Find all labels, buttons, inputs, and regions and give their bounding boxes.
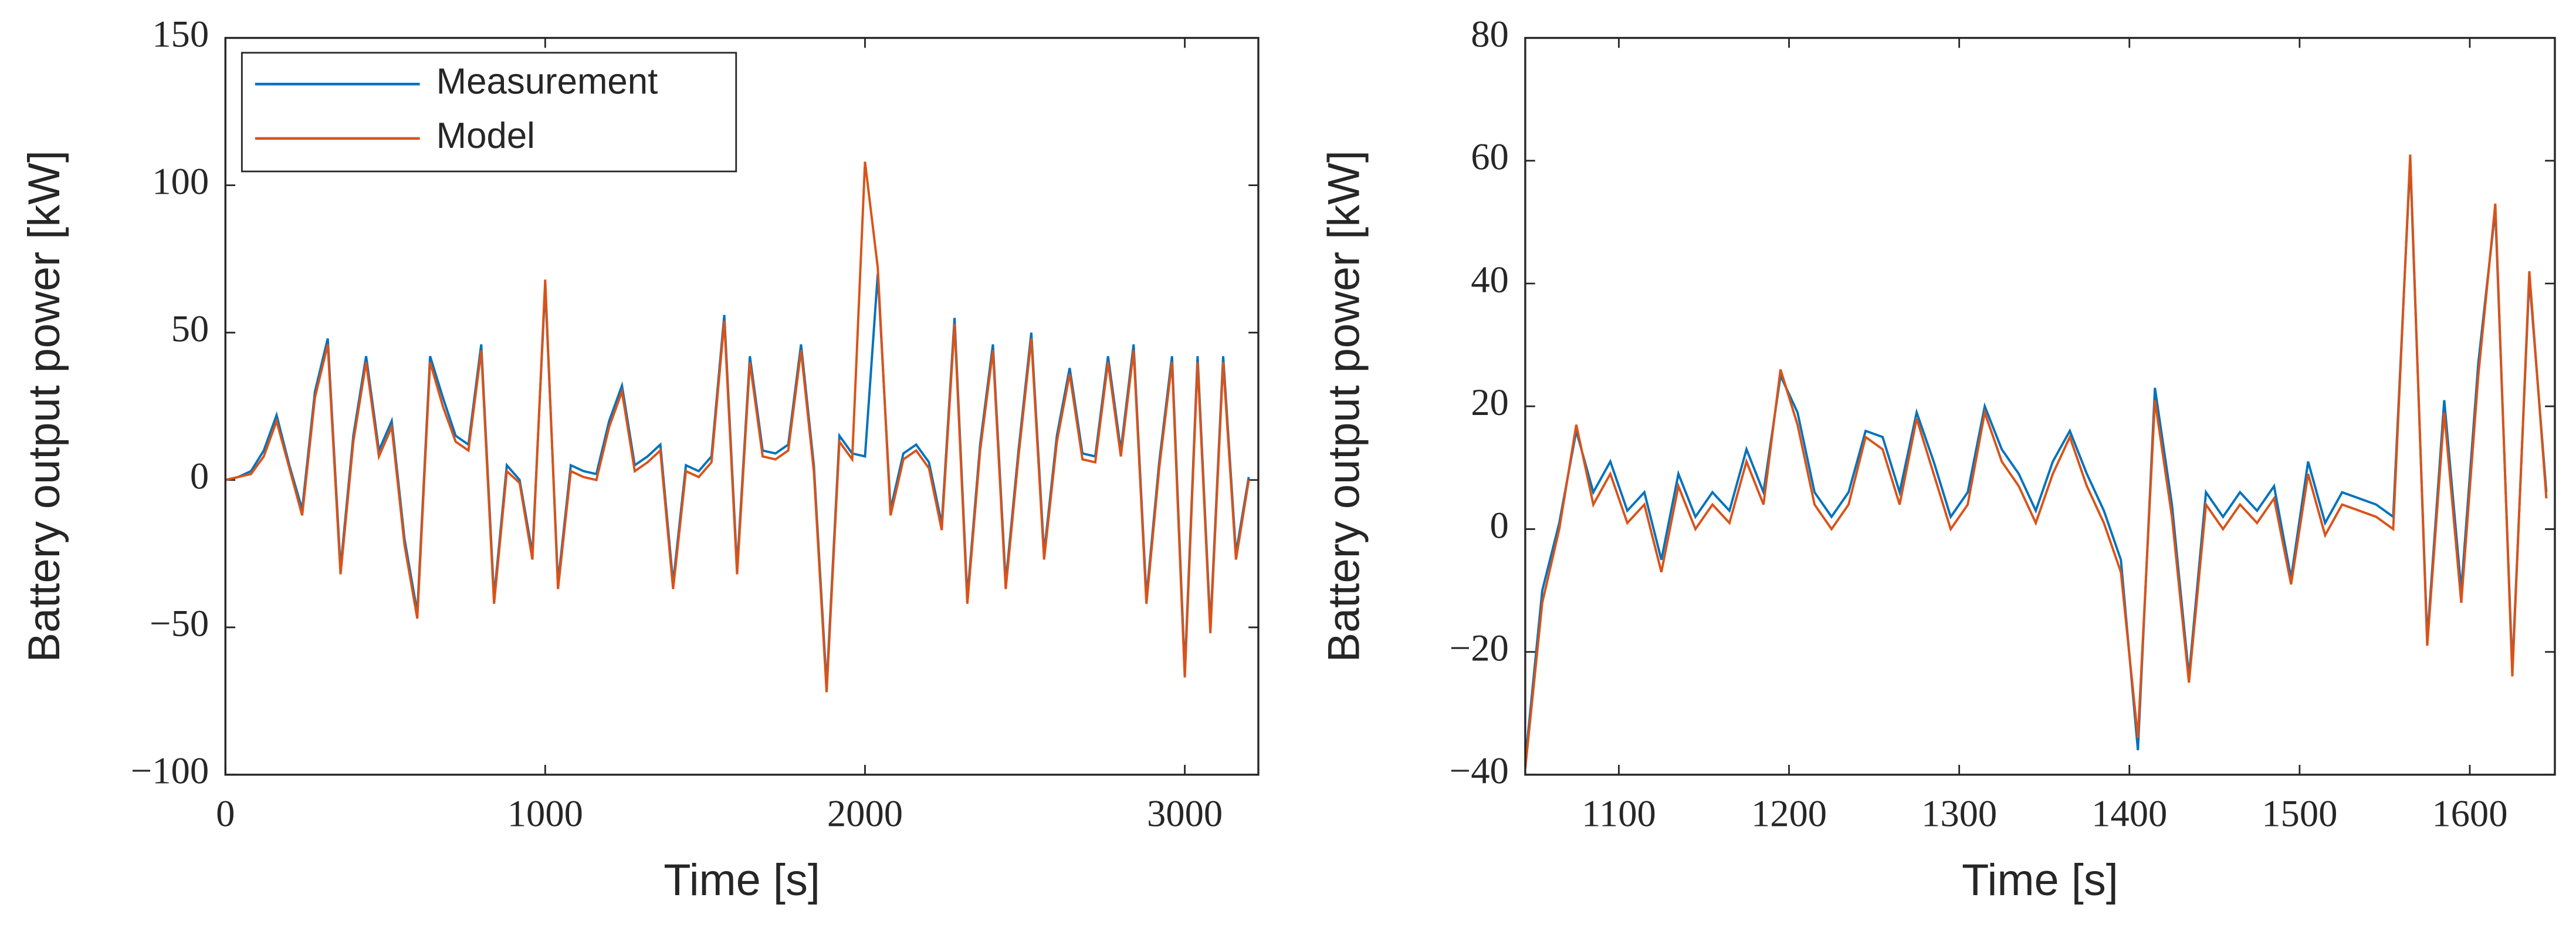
y-tick-label: 60 bbox=[1471, 136, 1509, 178]
legend-box bbox=[241, 52, 737, 173]
data-line bbox=[1525, 154, 2548, 769]
axes-background bbox=[1525, 38, 2555, 775]
y-tick-label: 0 bbox=[190, 455, 209, 497]
x-tick-label: 1400 bbox=[2091, 792, 2167, 835]
y-tick-label: 40 bbox=[1471, 258, 1509, 301]
y-tick-label: −40 bbox=[1450, 750, 1509, 792]
axes-frame bbox=[224, 36, 1260, 776]
x-tick-label: 1000 bbox=[507, 792, 583, 835]
x-tick-label: 1300 bbox=[1921, 792, 1997, 835]
y-tick-label: 20 bbox=[1471, 381, 1509, 423]
axes-frame bbox=[1524, 36, 2556, 776]
x-axis-label: Time [s] bbox=[664, 855, 820, 905]
y-tick-label: −100 bbox=[131, 750, 209, 792]
legend: Measurement Model bbox=[241, 52, 737, 173]
x-tick-label: 3000 bbox=[1147, 792, 1223, 835]
y-axis-label: Battery output power [kW] bbox=[19, 150, 69, 662]
plot-area: −40 −20 0 20 40 60 80 1100 1200 1300 1400 1500 1600 T… bbox=[1319, 12, 2556, 905]
x-tick-label: 1100 bbox=[1582, 792, 1656, 835]
x-axis-label: Time [s] bbox=[1962, 855, 2118, 905]
x-tick-label: 2000 bbox=[827, 792, 903, 835]
data-line bbox=[1525, 160, 2548, 763]
y-tick-label: 50 bbox=[171, 308, 209, 350]
x-tick-label: 0 bbox=[216, 792, 235, 835]
legend-label: Measurement bbox=[436, 62, 658, 102]
y-tick-label: 150 bbox=[152, 12, 209, 55]
y-tick-label: −20 bbox=[1450, 626, 1509, 669]
legend-label: Model bbox=[436, 116, 535, 156]
y-tick-label: −50 bbox=[150, 602, 209, 644]
plot-area: −100 −50 0 50 100 150 0 1000 2000 3000 Time [s] Bat… bbox=[19, 12, 1260, 905]
y-tick-label: 100 bbox=[152, 160, 209, 202]
x-tick-label: 1600 bbox=[2432, 792, 2507, 835]
x-tick-label: 1500 bbox=[2262, 792, 2337, 835]
y-tick-label: 0 bbox=[1490, 504, 1508, 546]
y-axis-label: Battery output power [kW] bbox=[1319, 150, 1369, 662]
x-tick-label: 1200 bbox=[1751, 792, 1827, 835]
data-line bbox=[225, 161, 1250, 693]
y-tick-label: 80 bbox=[1471, 12, 1509, 55]
